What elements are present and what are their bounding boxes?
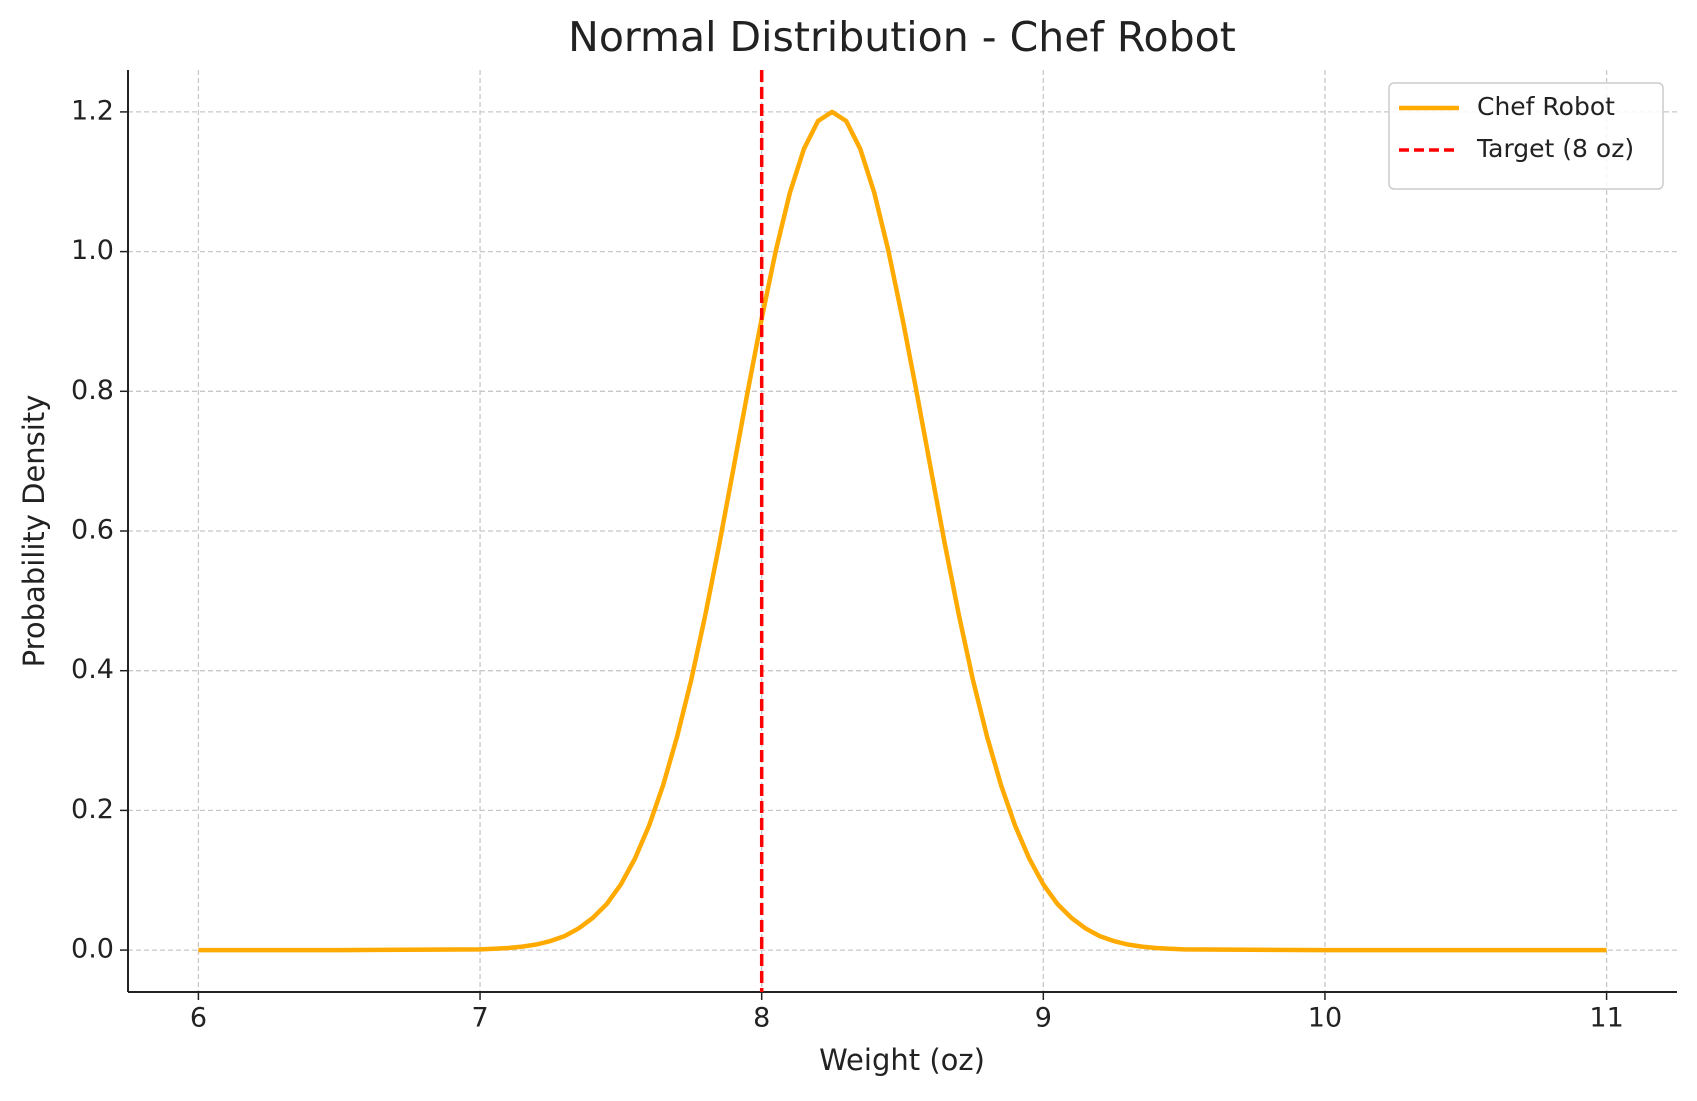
legend-label: Target (8 oz) <box>1476 134 1634 163</box>
x-tick-label: 7 <box>471 1003 488 1034</box>
x-axis-label: Weight (oz) <box>819 1043 985 1077</box>
y-tick-label: 0.0 <box>71 934 114 965</box>
y-tick-label: 0.6 <box>71 515 114 546</box>
y-tick-label: 1.0 <box>71 235 114 266</box>
x-tick-label: 6 <box>190 1003 207 1034</box>
y-tick-label: 1.2 <box>71 95 114 126</box>
x-tick-label: 11 <box>1589 1003 1623 1034</box>
x-tick-label: 9 <box>1035 1003 1052 1034</box>
x-tick-label: 10 <box>1308 1003 1342 1034</box>
chart-title: Normal Distribution - Chef Robot <box>568 13 1236 61</box>
x-tick-label: 8 <box>753 1003 770 1034</box>
legend-label: Chef Robot <box>1477 92 1615 121</box>
y-tick-label: 0.4 <box>71 654 114 685</box>
line-series <box>198 109 1607 953</box>
y-axis-label: Probability Density <box>17 395 51 668</box>
y-tick-label: 0.2 <box>71 794 114 825</box>
y-tick-label: 0.8 <box>71 375 114 406</box>
